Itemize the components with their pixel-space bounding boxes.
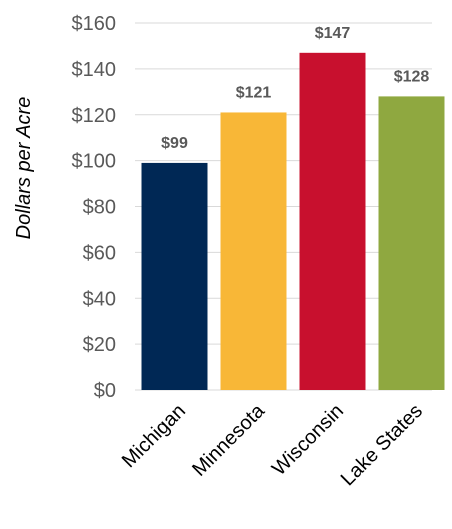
y-tick-label: $80 (83, 197, 116, 219)
x-category-label: Lake States (337, 400, 427, 490)
data-label: $147 (315, 25, 351, 42)
bar-lake-states (378, 96, 445, 391)
data-label: $99 (161, 135, 188, 152)
data-label: $128 (394, 68, 430, 85)
x-category-label: Minnesota (188, 399, 269, 480)
bar-wisconsin (299, 52, 366, 390)
data-labels: $99 $121 $147 $128 (161, 25, 429, 152)
bar-michigan (141, 162, 208, 390)
x-category-label: Michigan (118, 400, 190, 472)
y-tick-label: $60 (83, 242, 116, 264)
y-axis-title: Dollars per Acre (13, 97, 35, 240)
x-category-label: Wisconsin (268, 400, 348, 480)
y-tick-label: $40 (83, 288, 116, 310)
bar-minnesota (220, 112, 287, 391)
y-axis-ticks: $0 $20 $40 $60 $80 $100 $120 $140 $160 (72, 13, 117, 402)
bars (141, 52, 445, 391)
y-tick-label: $160 (72, 13, 117, 35)
y-tick-label: $100 (72, 151, 117, 173)
y-tick-label: $0 (94, 380, 116, 402)
data-label: $121 (236, 84, 272, 101)
y-tick-label: $120 (72, 105, 117, 127)
y-tick-label: $140 (72, 59, 117, 81)
y-tick-label: $20 (83, 334, 116, 356)
